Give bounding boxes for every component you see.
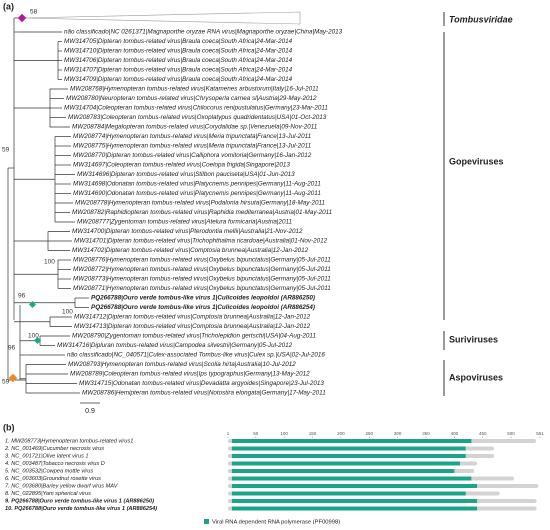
bootstrap-value: 59: [2, 379, 10, 386]
leaf-label: MW208774|Hymenopteran tombus-related vir…: [73, 133, 311, 140]
leaf-label: MW314710|Dipteran tombus-related virus|B…: [64, 48, 293, 55]
node-marker: [17, 13, 27, 23]
leaf-label: não classificado|NC_040571|Culex-associa…: [67, 352, 325, 359]
protein-label: 1. MW208773|Hymenopteran tombus-related …: [5, 438, 133, 444]
x-tick-label: 150: [309, 431, 317, 436]
leaf-label: PQ266788|Ouro verde tombus-like virus 1|…: [91, 295, 315, 302]
protein-label: 2. NC_001469|Cucumber necrosis virus: [4, 446, 104, 452]
x-tick-label: 300: [394, 431, 402, 436]
bootstrap-value: 96: [8, 345, 16, 352]
legend-swatch: [204, 519, 209, 524]
node-marker: [28, 300, 37, 309]
leaf-label: MW208776|Hymenopteran tombus-related vir…: [73, 257, 331, 264]
x-tick-label: 551: [536, 431, 544, 436]
leaf-label: MW314705|Dipteran tombus-related virus|B…: [64, 38, 293, 45]
bootstrap-value: 96: [18, 293, 26, 300]
leaf-label: PQ266788|Ouro verde tombus-like virus 1|…: [91, 304, 315, 311]
leaf-label: MW314716|Dipluran tombus-related virus|C…: [57, 342, 293, 349]
leaf-label: MW208780|Neuropteran tombus-related viru…: [66, 95, 317, 102]
leaf-label: MW314690|Odonatan tombus-related virus|P…: [73, 190, 321, 197]
x-tick-label: 500: [507, 431, 515, 436]
domain-bar: [231, 506, 478, 511]
node-marker: [33, 336, 42, 345]
bootstrap-value: 100: [44, 259, 55, 266]
leaf-label: MW208778|Hymenopteran tombus-related vir…: [75, 200, 325, 207]
leaf-label: MW314701|Dipteran tombus-related virus|T…: [74, 238, 328, 245]
protein-label: 4. NC_003487|Tobacco necrosis virus D: [5, 461, 105, 467]
x-tick-label: 400: [451, 431, 459, 436]
domain-bar: [231, 454, 466, 458]
clade-label: Gopeviruses: [449, 156, 504, 166]
protein-label: 3. NC_001721|Olive latent virus 1: [5, 453, 89, 459]
protein-label: 8. NC_022895|Yam spherical virus: [5, 491, 91, 497]
domain-bar: [231, 439, 472, 443]
leaf-label: MW208783|Coleopteran tombus-related viru…: [68, 114, 327, 121]
x-tick-label: 100: [280, 431, 288, 436]
leaf-label: MW208789|Coleopteran tombus-related viru…: [70, 371, 310, 378]
leaf-label: MW314696|Dipteran tombus-related virus|S…: [77, 171, 295, 178]
domain-bar: [231, 499, 478, 503]
leaf-label: MW208786|Hemipteran tombus-related virus…: [82, 390, 326, 397]
leaf-label: MW208784|Megalopteran tombus-related vir…: [72, 124, 317, 131]
panel-label: (b): [3, 422, 15, 432]
domain-bar: [231, 446, 466, 451]
x-tick-label: 200: [337, 431, 345, 436]
bootstrap-value: 59: [2, 147, 10, 154]
bootstrap-value: 100: [62, 309, 73, 316]
leaf-label: MW208793|Hymenopteran tombus-related vir…: [68, 361, 296, 368]
protein-label: 9. PQ266788|Ouro verde tombus-like virus…: [5, 498, 154, 504]
leaf-label: MW314715|Odonatan tombus-related virus|D…: [79, 380, 324, 387]
leaf-label: MW208773|Hymenopteran tombus-related vir…: [73, 276, 331, 283]
domain-bar: [231, 461, 461, 466]
domain-bar: [231, 476, 472, 481]
bootstrap-value: 58: [30, 9, 38, 16]
leaf-label: não classificado|NC 0261371|Magnaporthe …: [64, 29, 343, 36]
protein-label: 7. NC_003680|Barley yellow dwarf virus M…: [5, 483, 119, 489]
protein-label: 10. PQ266788|Ouro verde tombus-like viru…: [5, 506, 157, 512]
domain-bar: [231, 491, 466, 496]
leaf-label: MW314709|Dipteran tombus-related virus|B…: [64, 76, 293, 83]
leaf-label: MW314702|Dipteran tombus-related virus|C…: [72, 247, 309, 254]
x-tick-label: 450: [479, 431, 487, 436]
leaf-label: MW208770|Dipteran tombus-related virus|C…: [73, 152, 312, 159]
protein-label: 6. NC_003603|Groundnut rosette virus: [5, 476, 101, 482]
leaf-label: MW208777|Zygentoman tombus-related virus…: [77, 219, 292, 226]
x-tick-label: 350: [422, 431, 430, 436]
clade-label: Aspoviruses: [449, 372, 503, 382]
leaf-label: MW208782|Raphidiopteran tombus-related v…: [72, 209, 332, 216]
leaf-label: MW314700|Dipteran tombus-related virus|P…: [72, 228, 303, 235]
collapsed-clade: [21, 11, 301, 25]
scale-label: 0.9: [85, 408, 95, 415]
clade-label: Suriviruses: [449, 334, 498, 344]
panel-label: (a): [3, 1, 14, 11]
domain-bar: [231, 469, 455, 473]
leaf-label: MW314713|Dipteran tombus-related virus|C…: [74, 323, 311, 330]
leaf-label: MW314712|Dipteran tombus-related virus|C…: [74, 314, 311, 321]
leaf-label: MW208771|Hymenopteran tombus-related vir…: [73, 285, 331, 292]
clade-label: Tombusviridae: [449, 14, 513, 24]
leaf-label: MW314698|Odonatan tombus-related virus|P…: [73, 181, 321, 188]
node-marker: [8, 373, 18, 383]
legend-label: Viral RNA dependent RNA polymerase (PF00…: [212, 520, 340, 526]
x-tick-label: 250: [365, 431, 373, 436]
leaf-label: MW208790|Zygentoman tombus-related virus…: [72, 333, 316, 340]
x-tick-label: 1: [227, 431, 230, 436]
leaf-label: MW314706|Dipteran tombus-related virus|B…: [64, 57, 293, 64]
leaf-label: MW208772|Hymenopteran tombus-related vir…: [73, 266, 331, 273]
domain-bar: [231, 484, 478, 488]
x-tick-label: 50: [253, 431, 259, 436]
leaf-label: MW208768|Hymenopteran tombus-related vir…: [70, 86, 319, 93]
bootstrap-value: 100: [28, 333, 39, 340]
leaf-label: MW314704|Coleopteran tombus-related viru…: [64, 105, 328, 112]
leaf-label: MW208775|Hymenopteran tombus-related vir…: [73, 143, 311, 150]
leaf-label: MW314707|Dipteran tombus-related virus|B…: [64, 67, 293, 74]
protein-label: 5. NC_003532|Cowpea mottle virus: [5, 468, 93, 474]
leaf-label: MW314697|Coleopteran tombus-related viru…: [73, 162, 290, 169]
